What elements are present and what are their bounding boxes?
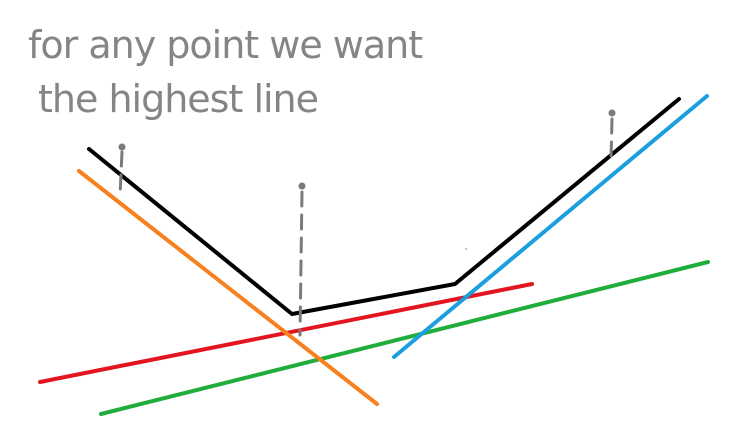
- stray-dot: [465, 248, 467, 250]
- note-line-2: the highest line: [38, 77, 318, 121]
- orange-line: [77, 169, 379, 406]
- query-marker-right: [608, 109, 616, 162]
- upper-envelope-line: [87, 97, 681, 316]
- query-marker-middle: [298, 182, 306, 337]
- blue-line: [392, 94, 709, 359]
- note-line-1: for any point we want: [28, 23, 422, 67]
- green-line: [99, 260, 710, 416]
- query-marker-left: [118, 143, 126, 198]
